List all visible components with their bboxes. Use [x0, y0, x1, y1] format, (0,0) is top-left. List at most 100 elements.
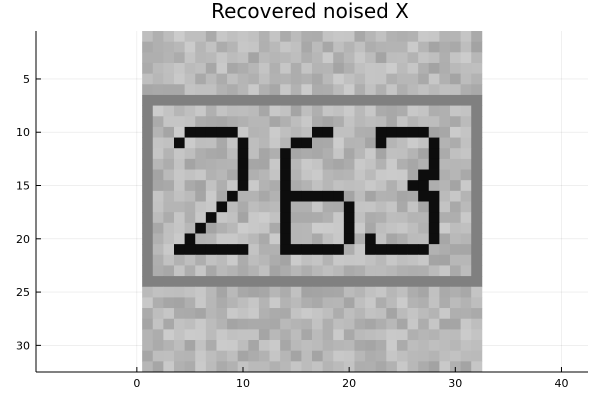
heatmap-cell: [269, 116, 281, 128]
heatmap-cell: [258, 265, 270, 277]
heatmap-cell: [258, 52, 270, 64]
heatmap-cell: [280, 180, 292, 192]
heatmap-cell: [312, 254, 324, 266]
heatmap-cell: [248, 308, 260, 320]
heatmap-cell: [184, 105, 196, 117]
heatmap-cell: [301, 350, 313, 362]
heatmap-cell: [184, 329, 196, 341]
heatmap-cell: [258, 286, 270, 298]
heatmap-cell: [152, 52, 164, 64]
heatmap-cell: [312, 137, 324, 149]
heatmap-cell: [195, 318, 207, 330]
heatmap-cell: [396, 137, 408, 149]
heatmap-cell: [142, 233, 154, 245]
heatmap-cell: [407, 73, 419, 85]
heatmap-cell: [471, 62, 483, 75]
heatmap-cell: [152, 190, 164, 202]
heatmap-cell: [174, 329, 186, 341]
heatmap-cell: [354, 116, 366, 128]
heatmap-cell: [418, 212, 430, 224]
heatmap-cell: [365, 265, 377, 277]
heatmap-cell: [237, 361, 249, 373]
heatmap-cell: [333, 41, 345, 53]
heatmap-cell: [439, 265, 451, 277]
heatmap-cell: [258, 233, 270, 245]
heatmap-cell: [450, 52, 462, 64]
heatmap-cell: [418, 190, 430, 202]
heatmap-cell: [142, 126, 154, 138]
heatmap-cell: [195, 265, 207, 277]
x-tick-label: 10: [236, 377, 250, 390]
heatmap-cell: [258, 126, 270, 138]
heatmap-cell: [290, 308, 302, 320]
heatmap-cell: [460, 84, 472, 96]
heatmap-cell: [396, 254, 408, 266]
heatmap-cell: [450, 350, 462, 362]
heatmap-cell: [269, 297, 281, 309]
heatmap-cell: [195, 340, 207, 352]
heatmap-cell: [301, 148, 313, 160]
heatmap-cell: [301, 233, 313, 245]
heatmap-cell: [216, 105, 228, 117]
heatmap-cell: [354, 329, 366, 341]
heatmap-cell: [439, 361, 451, 373]
heatmap-cell: [174, 308, 186, 320]
heatmap-cell: [418, 222, 430, 234]
heatmap-cell: [195, 169, 207, 181]
heatmap-cell: [280, 212, 292, 224]
heatmap-cell: [184, 276, 196, 288]
heatmap-cell: [280, 148, 292, 160]
heatmap-cell: [428, 222, 440, 234]
heatmap-cell: [301, 73, 313, 85]
heatmap-cell: [333, 276, 345, 288]
heatmap-cell: [343, 254, 355, 266]
heatmap-cell: [163, 286, 175, 298]
heatmap-cell: [227, 361, 239, 373]
heatmap-cell: [290, 41, 302, 53]
heatmap-cell: [227, 201, 239, 213]
heatmap-cell: [269, 361, 281, 373]
heatmap-cell: [386, 222, 398, 234]
heatmap-cell: [163, 31, 175, 43]
heatmap-cell: [322, 137, 334, 149]
heatmap-cell: [227, 190, 239, 202]
heatmap-cell: [407, 116, 419, 128]
heatmap-cell: [450, 340, 462, 352]
heatmap-cell: [184, 31, 196, 43]
heatmap-cell: [354, 244, 366, 256]
heatmap-cell: [227, 286, 239, 298]
heatmap-cell: [184, 361, 196, 373]
heatmap-cell: [407, 297, 419, 309]
heatmap-cell: [227, 148, 239, 160]
heatmap-cell: [290, 148, 302, 160]
heatmap-cell: [174, 222, 186, 234]
heatmap-cell: [269, 148, 281, 160]
heatmap-cell: [184, 94, 196, 106]
heatmap-cell: [280, 190, 292, 202]
heatmap-cell: [142, 308, 154, 320]
heatmap-cell: [343, 158, 355, 170]
heatmap-cell: [184, 190, 196, 202]
heatmap-cell: [365, 350, 377, 362]
heatmap-cell: [343, 73, 355, 85]
heatmap-cell: [258, 244, 270, 256]
heatmap-cell: [418, 201, 430, 213]
heatmap-cell: [184, 52, 196, 64]
heatmap-cell: [418, 169, 430, 181]
heatmap-cell: [386, 116, 398, 128]
heatmap-cell: [375, 318, 387, 330]
heatmap-cell: [312, 297, 324, 309]
heatmap-cell: [237, 286, 249, 298]
heatmap-cell: [269, 265, 281, 277]
heatmap-cell: [439, 201, 451, 213]
heatmap-cell: [174, 116, 186, 128]
heatmap-cell: [450, 84, 462, 96]
heatmap-cell: [269, 169, 281, 181]
heatmap-cell: [142, 350, 154, 362]
heatmap-cell: [365, 329, 377, 341]
heatmap-cell: [386, 201, 398, 213]
heatmap-cell: [142, 361, 154, 373]
heatmap-cell: [450, 137, 462, 149]
heatmap-cell: [269, 233, 281, 245]
